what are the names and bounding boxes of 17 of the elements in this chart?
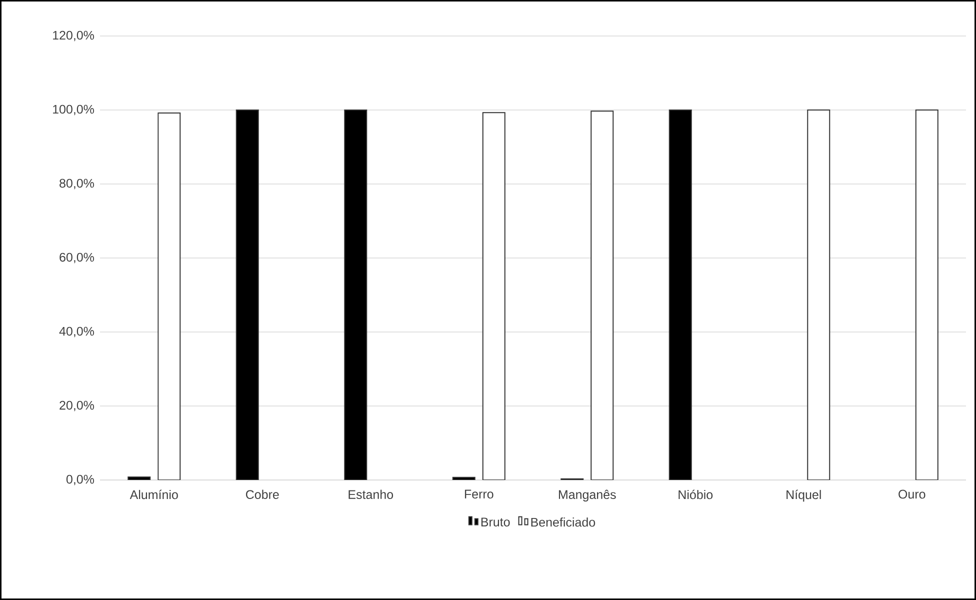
x-tick-label: Alumínio xyxy=(130,490,178,500)
y-tick-label: 120,0% xyxy=(53,30,94,42)
y-tick-label: 100,0% xyxy=(53,104,94,116)
legend-label: Beneficiado xyxy=(531,517,596,527)
y-tick-label: 0,0% xyxy=(66,474,94,486)
x-tick-label: Estanho xyxy=(348,490,394,499)
x-tick-label: Ferro xyxy=(464,490,494,499)
y-tick-label: 80,0% xyxy=(60,178,94,190)
y-tick-label: 40,0% xyxy=(59,326,94,338)
x-tick-label: Manganês xyxy=(558,490,616,502)
y-tick-label: 20,0% xyxy=(60,400,94,412)
x-tick-label: Nióbio xyxy=(678,490,713,500)
x-tick-label: Níquel xyxy=(786,490,821,502)
y-tick-label: 60,0% xyxy=(60,252,94,264)
x-tick-label: Cobre xyxy=(246,490,279,499)
legend-label: Bruto xyxy=(481,518,510,526)
x-tick-label: Ouro xyxy=(898,490,926,499)
